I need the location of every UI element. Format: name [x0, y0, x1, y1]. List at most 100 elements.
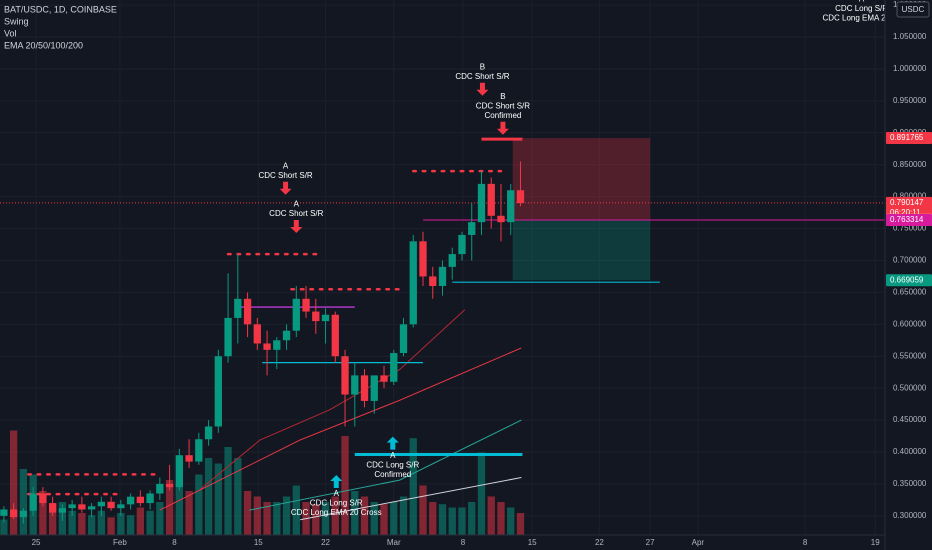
candle-body	[292, 298, 300, 331]
volume-bar	[175, 482, 183, 535]
candle-body	[321, 314, 330, 322]
candle-body	[48, 503, 57, 513]
y-tick-label: 0.650000	[893, 288, 927, 297]
signal-arrow	[279, 181, 292, 195]
candle-body	[282, 330, 291, 341]
candle-body	[409, 241, 417, 325]
x-tick-label: 25	[32, 538, 41, 547]
candle-body	[253, 324, 261, 344]
volume-bar	[224, 447, 232, 535]
price-label-box	[886, 214, 932, 227]
signal-arrow	[330, 474, 343, 488]
volume-bar	[48, 504, 57, 535]
signal-label: Confirmed	[484, 111, 521, 120]
signal-label: CDC Long S/R	[835, 4, 888, 13]
signal-label: CDC Short S/R	[476, 101, 530, 110]
volume-bar	[273, 502, 281, 535]
volume-bar	[165, 480, 174, 535]
price-label-box	[886, 132, 932, 145]
volume-bar	[234, 458, 242, 535]
volume-bar	[195, 474, 203, 535]
currency-label[interactable]: USDC	[902, 5, 925, 14]
signal-label: B	[500, 92, 505, 101]
volume-bar	[370, 502, 378, 535]
candle-body	[341, 356, 349, 395]
price-label: 0.891765	[890, 133, 924, 142]
y-tick-label: 0.850000	[893, 160, 927, 169]
volume-bar	[282, 496, 291, 535]
candle-body	[468, 222, 476, 235]
y-tick-label: 0.300000	[893, 511, 927, 520]
position-target-zone	[512, 219, 651, 281]
volume-bar	[0, 519, 8, 535]
signal-label: CDC Short S/R	[269, 209, 323, 218]
candle-body	[204, 426, 213, 440]
volume-bar	[146, 510, 154, 535]
candle-body	[78, 504, 86, 510]
candle-body	[243, 298, 252, 325]
price-countdown: 06:20:11	[890, 208, 921, 217]
candle-body	[438, 266, 447, 287]
chart-title: BAT/USDC, 1D, COINBASE	[4, 4, 117, 14]
y-tick-label: 0.950000	[893, 96, 927, 105]
candle-body	[126, 496, 135, 505]
volume-bar	[243, 491, 252, 535]
candle-body	[351, 375, 359, 395]
candle-body	[419, 241, 427, 277]
x-tick-label: Feb	[113, 538, 127, 547]
signal-label: A	[283, 161, 289, 170]
candle-body	[370, 375, 378, 401]
candle-body	[224, 317, 232, 357]
volume-bar	[117, 513, 125, 535]
currency-button[interactable]	[896, 1, 930, 18]
x-tick-label: 15	[528, 538, 537, 547]
candle-body	[58, 508, 67, 513]
candle-body	[165, 483, 174, 488]
candle-body	[156, 483, 164, 494]
ema-line	[300, 477, 522, 521]
candle-body	[302, 298, 310, 312]
y-tick-label: 0.550000	[893, 351, 927, 360]
volume-bar	[107, 517, 115, 535]
candle-body	[175, 455, 183, 488]
volume-bar	[360, 496, 369, 535]
volume-bar	[468, 502, 476, 535]
volume-bar	[78, 513, 86, 535]
volume-bar	[507, 507, 515, 535]
candle-body	[146, 493, 154, 504]
candle-body	[390, 353, 398, 382]
y-tick-label: 0.800000	[893, 192, 927, 201]
candle-body	[9, 509, 18, 518]
signal-label: CDC Long EMA 20 Cr	[822, 13, 901, 22]
y-tick-label: 1.000000	[893, 64, 927, 73]
candle-body	[497, 215, 505, 223]
volume-bar	[429, 502, 437, 535]
y-tick-label: 0.750000	[893, 224, 927, 233]
candle-body	[97, 501, 106, 507]
signal-arrow	[496, 121, 509, 135]
x-tick-label: Apr	[692, 538, 705, 547]
candle-body	[507, 190, 515, 223]
candle-body	[399, 324, 408, 354]
candle-body	[516, 190, 525, 204]
volume-bar	[263, 502, 271, 535]
volume-bar	[136, 507, 145, 535]
candle-body	[29, 493, 37, 511]
ema-line	[159, 347, 522, 511]
indicator-label: EMA 20/50/100/200	[4, 40, 83, 50]
volume-bar	[204, 458, 213, 535]
candle-body	[19, 510, 28, 518]
x-tick-label: 8	[172, 538, 177, 547]
volume-bar	[214, 463, 222, 535]
candle-body	[312, 311, 320, 322]
volume-bar	[9, 430, 18, 535]
indicator-label: Vol	[4, 28, 17, 38]
volume-bar	[497, 502, 505, 535]
volume-bar	[156, 502, 164, 535]
candle-body	[0, 509, 8, 516]
signal-arrow	[386, 436, 399, 450]
volume-bar	[487, 496, 495, 535]
